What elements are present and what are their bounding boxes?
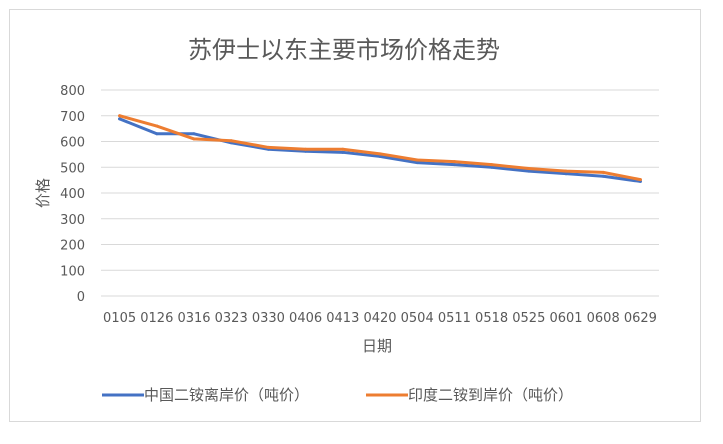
x-tick-label: 0608: [587, 311, 620, 326]
x-tick-label: 0504: [401, 311, 434, 326]
y-tick-label: 700: [60, 110, 85, 125]
data-point: [341, 150, 345, 154]
x-tick-label: 0330: [252, 311, 285, 326]
data-point: [378, 152, 382, 156]
data-point: [490, 163, 494, 167]
y-tick-label: 500: [60, 161, 85, 176]
series-line-india-cfr: [118, 114, 642, 182]
data-point: [638, 178, 642, 182]
data-point: [601, 170, 605, 174]
y-tick-label: 200: [60, 239, 85, 254]
data-point: [118, 117, 122, 121]
data-point: [415, 161, 419, 165]
legend-label-china: 中国二铵离岸价（吨价）: [144, 386, 309, 404]
y-tick-label: 0: [77, 290, 85, 305]
data-point: [564, 169, 568, 173]
data-point: [452, 160, 456, 164]
x-axis-title: 日期: [362, 337, 392, 355]
data-point: [564, 172, 568, 176]
x-tick-label: 0323: [215, 311, 248, 326]
data-point: [304, 147, 308, 151]
y-tick-label: 400: [60, 187, 85, 202]
data-point: [415, 158, 419, 162]
y-tick-label: 800: [60, 84, 85, 99]
x-tick-label: 0518: [475, 311, 508, 326]
x-tick-label: 0601: [549, 311, 582, 326]
y-tick-label: 100: [60, 264, 85, 279]
x-tick-label: 0413: [326, 311, 359, 326]
gridlines: [101, 89, 659, 297]
data-point: [118, 114, 122, 118]
data-point: [601, 174, 605, 178]
data-point: [229, 139, 233, 143]
data-point: [378, 154, 382, 158]
legend: 中国二铵离岸价（吨价） 印度二铵到岸价（吨价）: [102, 386, 573, 404]
y-axis-ticks: 0 100 200 300 400 500 600 700 800: [60, 84, 85, 305]
data-point: [452, 163, 456, 167]
x-tick-label: 0105: [103, 311, 136, 326]
data-point: [527, 167, 531, 171]
chart-title: 苏伊士以东主要市场价格走势: [188, 36, 500, 64]
data-point: [155, 124, 159, 128]
data-point: [490, 165, 494, 169]
data-point: [155, 132, 159, 136]
data-point: [341, 147, 345, 151]
x-tick-label: 0126: [140, 311, 173, 326]
data-point: [266, 145, 270, 149]
x-tick-label: 0316: [177, 311, 210, 326]
data-point: [192, 132, 196, 136]
x-tick-label: 0629: [624, 311, 657, 326]
chart-frame: [9, 9, 701, 422]
x-tick-label: 0420: [363, 311, 396, 326]
x-axis-ticks: 0105 0126 0316 0323 0330 0406 0413 0420 0504 0511…: [103, 311, 657, 326]
y-tick-label: 300: [60, 213, 85, 228]
y-tick-label: 600: [60, 136, 85, 151]
data-point: [192, 137, 196, 141]
y-axis-title: 价格: [34, 178, 52, 208]
x-tick-label: 0511: [438, 311, 471, 326]
legend-label-india: 印度二铵到岸价（吨价）: [408, 386, 573, 404]
data-point: [527, 169, 531, 173]
x-tick-label: 0406: [289, 311, 322, 326]
series-lines: [118, 114, 642, 183]
x-tick-label: 0525: [512, 311, 545, 326]
